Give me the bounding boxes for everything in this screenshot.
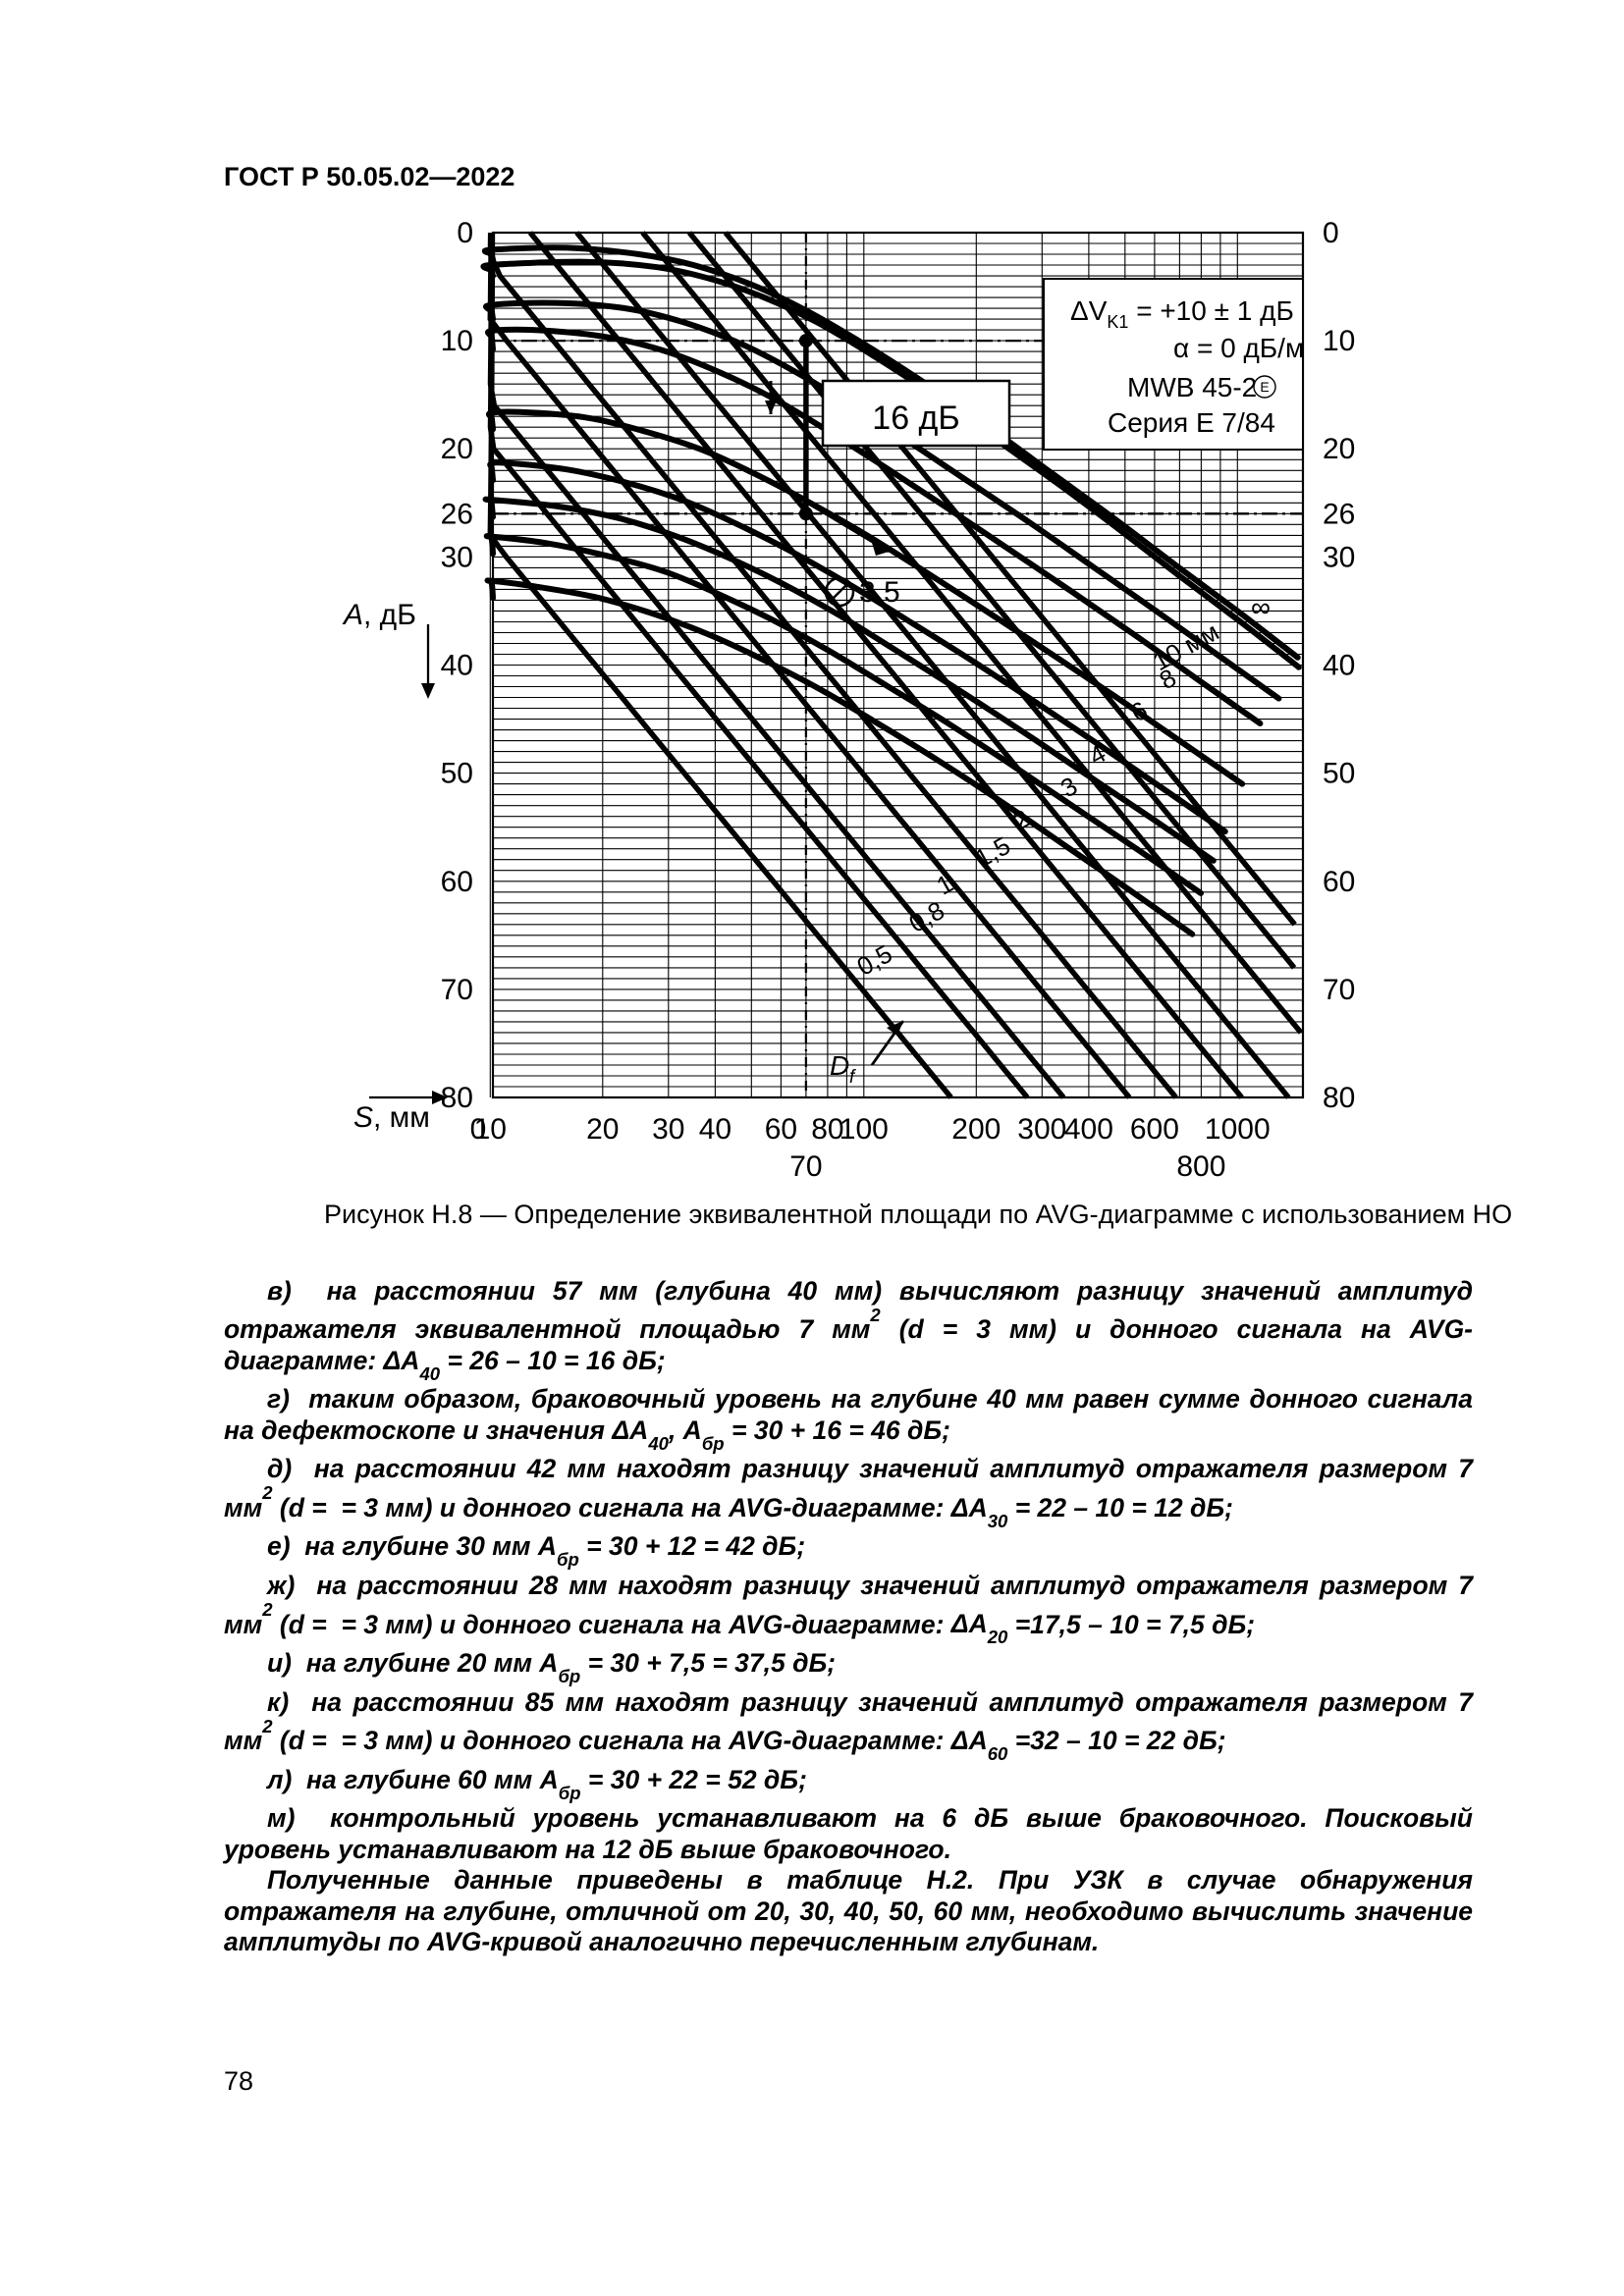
svg-text:1000: 1000 [1205, 1113, 1271, 1146]
svg-text:0: 0 [457, 217, 473, 249]
svg-text:100: 100 [839, 1113, 889, 1146]
svg-text:16 дБ: 16 дБ [872, 400, 959, 437]
svg-text:D: D [830, 1050, 849, 1081]
svg-text:70: 70 [789, 1150, 822, 1183]
svg-text:60: 60 [1323, 866, 1355, 898]
svg-text:0: 0 [1323, 217, 1339, 249]
svg-text:10: 10 [441, 325, 473, 357]
svg-text:0,5: 0,5 [852, 938, 897, 982]
svg-text:10: 10 [1323, 325, 1355, 357]
svg-text:30: 30 [1323, 541, 1355, 573]
svg-text:70: 70 [441, 974, 473, 1006]
svg-text:26: 26 [441, 498, 473, 530]
svg-text:∞: ∞ [1251, 592, 1271, 622]
svg-text:A, дБ: A, дБ [342, 599, 416, 631]
svg-text:E: E [1260, 379, 1269, 395]
svg-text:Серия Е 7/84: Серия Е 7/84 [1108, 407, 1275, 438]
svg-text:50: 50 [441, 758, 473, 790]
svg-text:20: 20 [586, 1113, 619, 1146]
svg-text:40: 40 [1323, 650, 1355, 682]
svg-text:MWB 45-2: MWB 45-2 [1127, 372, 1257, 402]
svg-text:60: 60 [765, 1113, 797, 1146]
svg-text:30: 30 [652, 1113, 684, 1146]
svg-text:40: 40 [699, 1113, 731, 1146]
svg-text:10: 10 [474, 1113, 507, 1146]
svg-text:26: 26 [1323, 498, 1355, 530]
svg-text:S, мм: S, мм [353, 1101, 430, 1134]
svg-text:80: 80 [1323, 1082, 1355, 1114]
svg-text:3,5: 3,5 [859, 576, 900, 609]
svg-text:300: 300 [1017, 1113, 1066, 1146]
svg-text:20: 20 [1323, 433, 1355, 465]
svg-text:400: 400 [1064, 1113, 1113, 1146]
svg-text:70: 70 [1323, 974, 1355, 1006]
svg-text:0,8: 0,8 [904, 895, 949, 938]
svg-text:60: 60 [441, 866, 473, 898]
svg-text:50: 50 [1323, 758, 1355, 790]
svg-text:20: 20 [441, 433, 473, 465]
svg-text:200: 200 [951, 1113, 1001, 1146]
svg-text:α = 0 дБ/м: α = 0 дБ/м [1173, 333, 1304, 363]
svg-text:800: 800 [1176, 1150, 1225, 1183]
svg-text:30: 30 [441, 541, 473, 573]
svg-text:600: 600 [1130, 1113, 1179, 1146]
svg-text:40: 40 [441, 650, 473, 682]
svg-text:f: f [849, 1067, 856, 1088]
